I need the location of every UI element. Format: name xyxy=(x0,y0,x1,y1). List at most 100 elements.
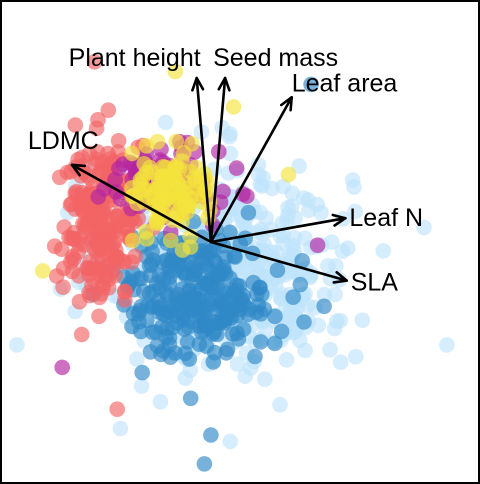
data-point xyxy=(101,102,117,118)
data-point xyxy=(35,263,51,279)
data-point xyxy=(281,167,297,183)
data-point xyxy=(125,233,141,249)
data-point xyxy=(322,342,338,358)
data-point xyxy=(316,299,332,315)
data-point xyxy=(88,204,104,220)
data-point xyxy=(232,278,248,294)
data-point xyxy=(80,260,96,276)
data-point xyxy=(257,371,273,387)
data-point xyxy=(69,188,85,204)
data-point xyxy=(272,397,288,413)
data-point xyxy=(280,207,296,223)
data-point xyxy=(230,356,246,372)
data-point xyxy=(333,354,349,370)
data-point xyxy=(205,289,221,305)
data-point xyxy=(310,197,326,213)
data-point xyxy=(279,352,295,368)
data-point xyxy=(100,146,116,162)
data-point xyxy=(156,192,172,208)
label-leaf-area: Leaf area xyxy=(292,69,398,97)
data-point xyxy=(267,309,283,325)
data-point xyxy=(168,158,184,174)
data-point xyxy=(253,334,269,350)
data-point xyxy=(376,243,392,259)
data-point xyxy=(229,160,245,176)
data-point xyxy=(54,360,70,376)
data-point xyxy=(199,275,215,291)
data-point xyxy=(9,337,25,353)
data-point xyxy=(209,327,225,343)
data-point xyxy=(139,231,155,247)
data-point xyxy=(91,309,107,325)
label-seed-mass: Seed mass xyxy=(213,44,338,72)
data-point xyxy=(207,345,223,361)
data-point xyxy=(310,237,326,253)
data-point xyxy=(76,237,92,253)
label-plant-height: Plant height xyxy=(69,44,201,72)
label-leaf-n: Leaf N xyxy=(349,204,423,232)
data-point xyxy=(176,312,192,328)
data-point xyxy=(222,302,238,318)
data-point xyxy=(296,314,312,330)
data-point xyxy=(159,252,175,268)
data-point xyxy=(183,391,199,407)
data-point xyxy=(134,365,150,381)
data-point xyxy=(152,268,168,284)
data-point xyxy=(179,180,195,196)
data-point xyxy=(249,287,265,303)
data-point xyxy=(197,456,213,472)
data-point xyxy=(192,308,208,324)
data-point xyxy=(117,283,133,299)
data-point xyxy=(355,312,371,328)
data-point xyxy=(124,254,140,270)
data-point xyxy=(124,319,140,335)
data-point xyxy=(346,179,362,195)
data-point xyxy=(153,394,169,410)
data-point xyxy=(129,351,145,367)
data-point xyxy=(91,237,107,253)
data-point xyxy=(158,115,174,131)
data-point xyxy=(293,277,309,293)
data-point xyxy=(229,325,245,341)
data-point xyxy=(100,223,116,239)
label-sla: SLA xyxy=(351,269,399,297)
data-point xyxy=(247,349,263,365)
data-point xyxy=(107,250,123,266)
data-point xyxy=(223,434,239,450)
data-point xyxy=(139,138,155,154)
data-point xyxy=(335,243,351,259)
data-point xyxy=(248,305,264,321)
data-point xyxy=(109,401,125,417)
data-point xyxy=(192,336,208,352)
data-point xyxy=(203,427,219,443)
data-point xyxy=(134,378,150,394)
data-point xyxy=(218,266,234,282)
data-point xyxy=(92,290,108,306)
data-point xyxy=(156,343,172,359)
data-point xyxy=(113,421,129,437)
data-point xyxy=(296,190,312,206)
data-point xyxy=(274,324,290,340)
data-point xyxy=(254,178,270,194)
label-ldmc: LDMC xyxy=(28,127,99,155)
data-point xyxy=(56,219,72,235)
data-point xyxy=(270,262,286,278)
data-point xyxy=(74,327,90,343)
data-point xyxy=(146,284,162,300)
data-point xyxy=(348,349,364,365)
data-point xyxy=(241,205,257,221)
data-point xyxy=(179,294,195,310)
data-point xyxy=(72,294,88,310)
data-point xyxy=(152,175,168,191)
data-point xyxy=(163,233,179,249)
data-point xyxy=(111,133,127,149)
data-point xyxy=(124,146,140,162)
data-point xyxy=(285,238,301,254)
data-point xyxy=(297,343,313,359)
data-point xyxy=(219,285,235,301)
data-point xyxy=(329,313,345,329)
data-point xyxy=(439,337,455,353)
data-point xyxy=(132,303,148,319)
